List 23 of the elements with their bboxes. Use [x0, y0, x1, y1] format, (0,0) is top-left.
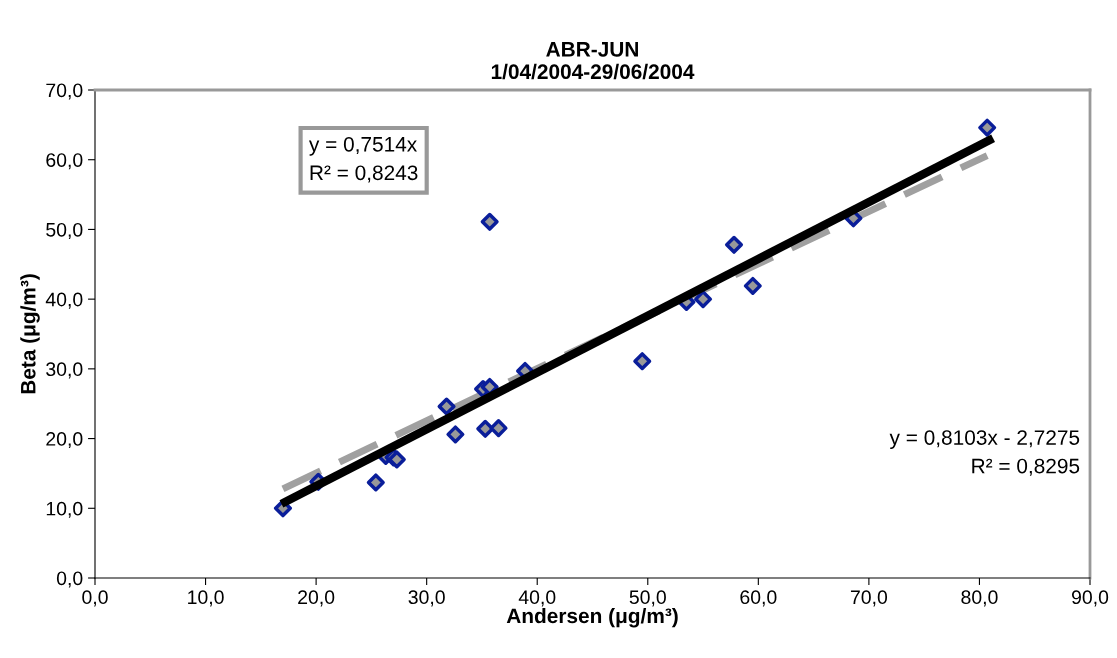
y-tick-label: 40,0	[45, 292, 83, 309]
y-tick-label: 50,0	[46, 222, 83, 239]
chart-title: ABR-JUN 1/04/2004-29/06/2004	[491, 42, 695, 80]
y-tick-label: 30,0	[46, 362, 83, 379]
x-tick-label: 30,0	[408, 590, 445, 607]
y-tick-label: 10,0	[46, 501, 83, 518]
x-tick-label: 40,0	[518, 590, 556, 607]
annotation: y = 0,7514x R² = 0,8243	[308, 136, 418, 183]
y-tick-label: 60,0	[46, 153, 83, 170]
x-tick-label: 90,0	[1071, 590, 1109, 607]
x-tick-label: 20,0	[298, 590, 335, 607]
y-tick-label: 20,0	[46, 432, 83, 449]
y-axis-title: Beta (μg/m³)	[20, 274, 40, 394]
x-tick-label: 0,0	[82, 590, 108, 607]
x-tick-label: 10,0	[188, 590, 224, 607]
annotation: y = 0,8103x - 2,7275 R² = 0,8295	[889, 430, 1080, 476]
x-tick-label: 70,0	[850, 590, 888, 607]
x-axis-title: Andersen (μg/m³)	[506, 607, 678, 628]
x-tick-label: 80,0	[961, 590, 998, 607]
y-tick-label: 0,0	[56, 571, 83, 588]
x-tick-label: 50,0	[629, 590, 666, 607]
x-tick-label: 60,0	[740, 590, 777, 607]
y-tick-label: 70,0	[46, 83, 83, 100]
